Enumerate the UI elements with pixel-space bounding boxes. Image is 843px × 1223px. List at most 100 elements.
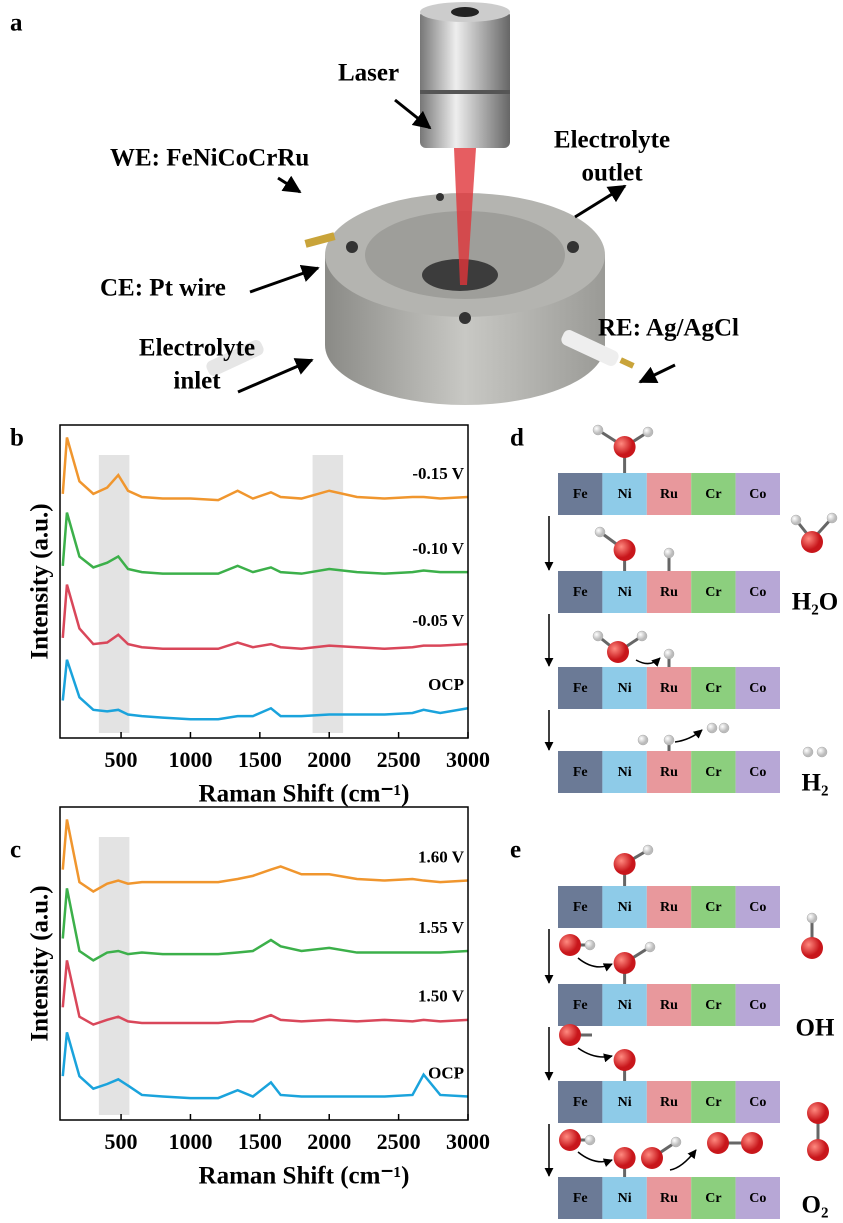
spectrum-line — [61, 960, 469, 1026]
hydrogen-atom — [663, 547, 675, 559]
hydrogen-atom — [806, 912, 818, 924]
surface-block — [646, 667, 692, 709]
spectrum-line — [61, 512, 468, 575]
element-label: Cr — [705, 998, 721, 1013]
x-tick-label: 2000 — [307, 747, 351, 772]
surface-block — [602, 751, 647, 793]
element-label: Ru — [660, 681, 678, 696]
surface-block — [558, 886, 603, 928]
surface-block — [691, 571, 736, 613]
panel-label: b — [10, 425, 24, 452]
surface-block — [646, 1177, 692, 1219]
surface-block — [735, 1081, 780, 1123]
surface-block — [691, 886, 736, 928]
highlight-band — [98, 837, 130, 1115]
oxygen-atom — [613, 952, 636, 974]
spectrum-line — [61, 659, 469, 721]
element-label: Ru — [660, 765, 678, 780]
oxygen-atom — [613, 853, 636, 875]
arrow — [669, 1149, 697, 1171]
hydrogen-atom — [594, 526, 606, 538]
surface-block — [735, 667, 780, 709]
label-outlet: Electrolyte — [554, 127, 670, 154]
element-label: Co — [749, 1095, 766, 1110]
x-tick-label: 1500 — [238, 1129, 282, 1154]
element-label: Cr — [705, 487, 721, 502]
species-label: O₂ — [802, 1192, 829, 1219]
hydrogen-atom — [663, 734, 675, 746]
x-tick-label: 1000 — [168, 747, 212, 772]
hydrogen-atom — [644, 941, 656, 953]
element-label: Cr — [705, 900, 721, 915]
surface-block — [558, 751, 603, 793]
arrow — [577, 1047, 613, 1063]
spectrum-line — [61, 888, 469, 962]
element-label: Co — [749, 765, 766, 780]
x-tick-label: 1500 — [238, 747, 282, 772]
spectrum-line — [61, 584, 469, 651]
hydrogen-atom — [718, 722, 730, 734]
oxygen-atom — [559, 934, 581, 956]
oxygen-atom — [607, 641, 629, 663]
label-inlet: inlet — [173, 368, 221, 395]
hydrogen-atom — [642, 426, 654, 438]
label-ce: CE: Pt wire — [100, 275, 226, 302]
oxygen-atom — [741, 1132, 763, 1154]
x-axis-label: Raman Shift (cm⁻¹) — [199, 1163, 410, 1190]
element-label: Co — [749, 998, 766, 1013]
element-label: Co — [749, 1191, 766, 1206]
element-label: Co — [749, 585, 766, 600]
plot-frame — [59, 806, 469, 1121]
surface-block — [691, 1081, 736, 1123]
x-tick-label: 2000 — [307, 1129, 351, 1154]
hydrogen-atom — [670, 1136, 682, 1148]
surface-block — [646, 886, 692, 928]
element-label: Ni — [618, 1095, 632, 1110]
hydrogen-atom — [826, 512, 838, 524]
surface-block — [735, 1177, 780, 1219]
element-label: Fe — [573, 1095, 588, 1110]
hydrogen-atom — [592, 424, 604, 436]
arrow — [577, 957, 613, 972]
element-label: Fe — [573, 681, 588, 696]
element-label: Cr — [705, 585, 721, 600]
panel-label: d — [510, 425, 524, 452]
hydrogen-atom — [790, 514, 802, 526]
element-label: Cr — [705, 681, 721, 696]
element-label: Ni — [618, 1191, 632, 1206]
surface-block — [735, 984, 780, 1026]
surface-block — [602, 667, 647, 709]
element-label: Ni — [618, 585, 632, 600]
surface-block — [558, 984, 603, 1026]
cell-illustration — [206, 2, 676, 405]
element-label: Fe — [573, 900, 588, 915]
element-label: Ru — [660, 998, 678, 1013]
surface-block — [602, 886, 647, 928]
element-label: Fe — [573, 487, 588, 502]
series-label: 1.50 V — [418, 987, 465, 1006]
x-tick-label: 2500 — [377, 1129, 421, 1154]
surface-block — [735, 886, 780, 928]
oxygen-atom — [807, 1139, 829, 1161]
hydrogen-atom — [584, 1134, 596, 1146]
surface-block — [691, 1177, 736, 1219]
element-label: Ru — [660, 585, 678, 600]
element-label: Ru — [660, 1095, 678, 1110]
oxygen-atom — [613, 436, 636, 458]
oxygen-atom — [807, 1102, 829, 1124]
arrow — [577, 1151, 613, 1167]
element-label: Fe — [573, 585, 588, 600]
hydrogen-atom — [584, 939, 596, 951]
element-label: Ru — [660, 487, 678, 502]
oxygen-atom — [559, 1129, 581, 1151]
x-axis-label: Raman Shift (cm⁻¹) — [199, 781, 410, 808]
surface-block — [646, 984, 692, 1026]
surface-block — [558, 1177, 603, 1219]
series-label: -0.15 V — [412, 464, 464, 483]
surface-block — [691, 667, 736, 709]
surface-block — [691, 751, 736, 793]
element-label: Co — [749, 900, 766, 915]
label-we: WE: FeNiCoCrRu — [110, 145, 309, 172]
element-label: Ni — [618, 681, 632, 696]
